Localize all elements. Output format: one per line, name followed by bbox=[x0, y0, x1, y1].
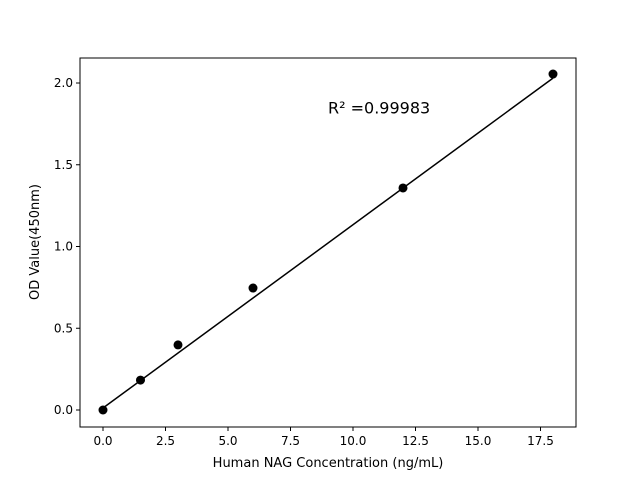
y-axis-label: OD Value(450nm) bbox=[28, 184, 43, 300]
plot-frame bbox=[79, 57, 577, 428]
x-tick-label: 10.0 bbox=[340, 434, 367, 448]
data-point bbox=[173, 340, 183, 350]
data-point bbox=[98, 405, 108, 415]
data-point bbox=[398, 183, 408, 193]
x-axis-label: Human NAG Concentration (ng/mL) bbox=[213, 456, 444, 471]
x-tick-label: 7.5 bbox=[281, 434, 300, 448]
fit-line bbox=[102, 77, 554, 409]
data-point bbox=[548, 69, 558, 79]
y-tick-label: 1.5 bbox=[54, 158, 73, 172]
data-point bbox=[248, 283, 258, 293]
x-tick-label: 5.0 bbox=[218, 434, 237, 448]
y-tick-label: 0.0 bbox=[54, 403, 73, 417]
x-tick-label: 0.0 bbox=[93, 434, 112, 448]
data-point bbox=[136, 375, 145, 385]
x-tick-label: 17.5 bbox=[527, 434, 554, 448]
x-tick-label: 2.5 bbox=[156, 434, 175, 448]
x-tick-label: 15.0 bbox=[465, 434, 492, 448]
y-tick-label: 0.5 bbox=[54, 321, 73, 335]
y-tick-label: 2.0 bbox=[54, 76, 73, 90]
x-tick-label: 12.5 bbox=[402, 434, 429, 448]
y-tick-label: 1.0 bbox=[54, 240, 73, 254]
annotation-r-squared: R² =0.99983 bbox=[328, 99, 430, 118]
